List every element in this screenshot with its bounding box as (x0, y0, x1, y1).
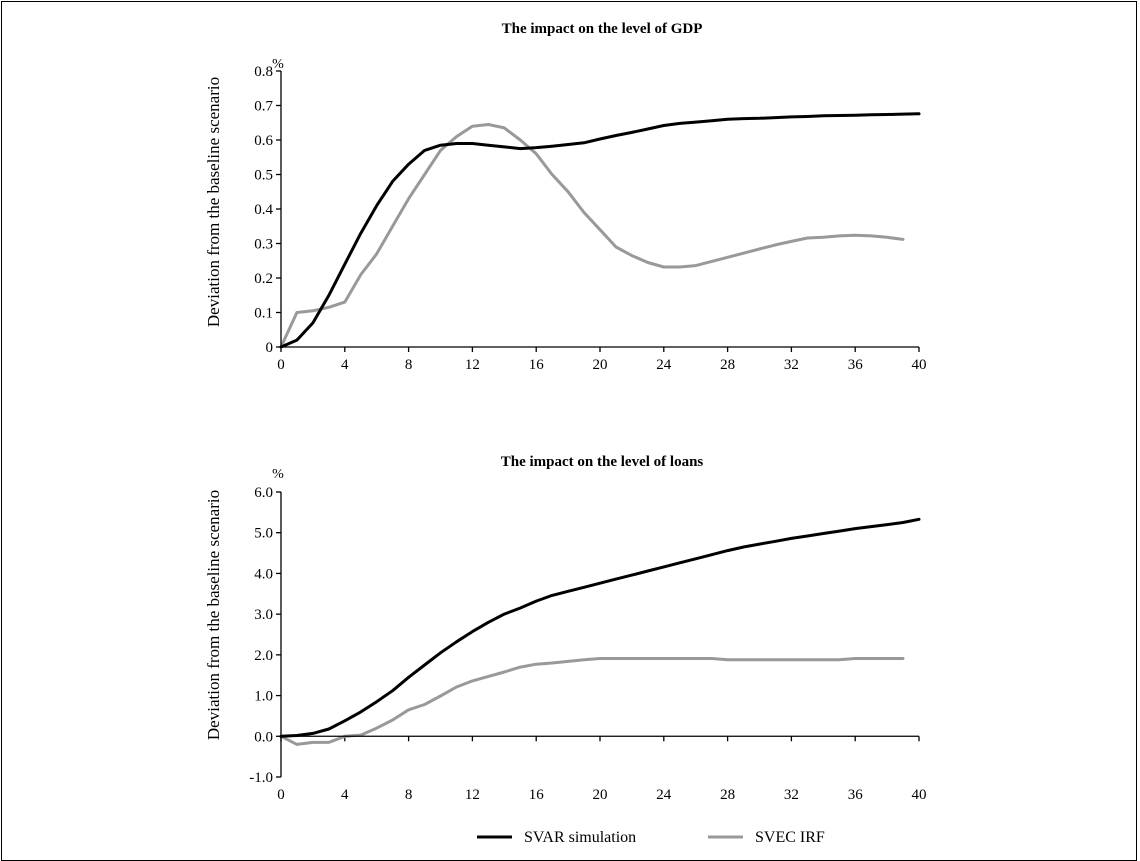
x-tick-label: 16 (529, 787, 545, 803)
x-tick-label: 32 (784, 357, 799, 373)
x-tick-label: 4 (341, 787, 349, 803)
legend-label-svec: SVEC IRF (755, 829, 825, 846)
x-tick-label: 8 (405, 787, 413, 803)
y-axis-title: Deviation from the baseline scenario (204, 77, 223, 327)
tick-layer: 0 0.1 0.2 0.3 0.4 0.5 0.6 0.7 0.8 0 4 8 12 16 20 24 28 32… (254, 64, 926, 373)
chart-title: The impact on the level of loans (501, 454, 704, 470)
y-tick-label: 3.0 (254, 607, 273, 623)
y-tick-label: 0 (266, 340, 274, 356)
x-tick-label: 12 (465, 357, 480, 373)
y-tick-label: 0.8 (254, 64, 273, 80)
x-tick-label: 4 (341, 357, 349, 373)
x-tick-label: 12 (465, 787, 480, 803)
y-tick-label: 0.3 (254, 237, 273, 253)
x-tick-label: 40 (912, 787, 927, 803)
series-layer (279, 517, 921, 746)
x-tick-label: 40 (912, 357, 927, 373)
y-tick-label: -1.0 (249, 770, 273, 786)
y-tick-label: 0.6 (254, 133, 273, 149)
x-tick-label: 0 (277, 357, 285, 373)
y-tick-label: 0.5 (254, 168, 273, 184)
x-tick-label: 16 (529, 357, 545, 373)
gdp-chart: The impact on the level of GDP % Deviati… (204, 21, 927, 373)
legend: SVAR simulation SVEC IRF (477, 829, 825, 846)
y-tick-label: 0.2 (254, 271, 273, 287)
series-line-svar-simulation (279, 112, 921, 349)
x-tick-label: 28 (720, 787, 735, 803)
axes-layer (280, 71, 919, 348)
y-tick-label: 6.0 (254, 485, 273, 501)
series-line-svec-irf (279, 123, 905, 349)
x-tick-label: 0 (277, 787, 285, 803)
y-tick-label: 0.1 (254, 306, 273, 322)
axes-layer (280, 492, 919, 777)
x-tick-label: 24 (656, 357, 672, 373)
y-axis-title: Deviation from the baseline scenario (204, 490, 223, 740)
loans-chart: The impact on the level of loans % Devia… (204, 454, 927, 803)
y-unit-label: % (272, 57, 284, 72)
y-tick-label: 0.7 (254, 99, 273, 115)
x-tick-label: 24 (656, 787, 672, 803)
x-tick-label: 20 (593, 787, 608, 803)
y-unit-label: % (272, 467, 284, 482)
series-line-svar-simulation (279, 517, 921, 738)
y-tick-label: 1.0 (254, 689, 273, 705)
chart-title: The impact on the level of GDP (502, 21, 703, 37)
series-line-svec-irf (279, 657, 905, 746)
series-layer (279, 112, 921, 349)
x-tick-label: 8 (405, 357, 413, 373)
y-tick-label: 2.0 (254, 648, 273, 664)
x-tick-label: 36 (848, 787, 864, 803)
x-tick-label: 32 (784, 787, 799, 803)
y-tick-label: 4.0 (254, 566, 273, 582)
y-tick-label: 0.0 (254, 729, 273, 745)
y-tick-label: 5.0 (254, 526, 273, 542)
y-tick-label: 0.4 (254, 202, 273, 218)
legend-label-svar: SVAR simulation (524, 829, 636, 846)
x-tick-label: 20 (593, 357, 608, 373)
x-tick-label: 28 (720, 357, 735, 373)
x-tick-label: 36 (848, 357, 864, 373)
